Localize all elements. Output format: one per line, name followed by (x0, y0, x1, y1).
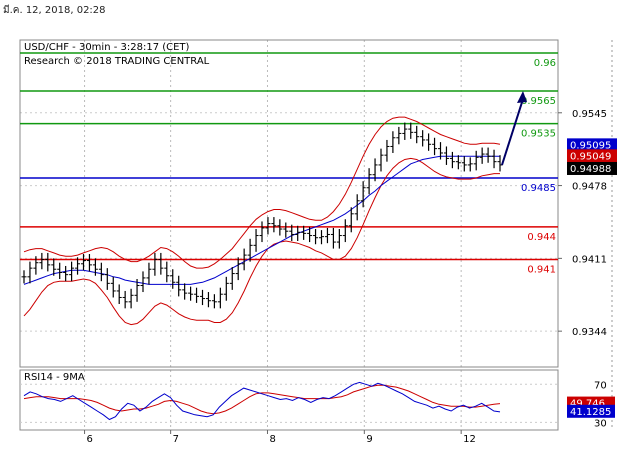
chart-title: USD/CHF - 30min - 3:28:17 (CET) (24, 42, 190, 53)
price-tag (567, 138, 617, 152)
level-pivot-label: 0.9485 (521, 183, 556, 194)
chart-copyright: Research © 2018 TRADING CENTRAL (24, 56, 210, 67)
level-resistance-label: 0.9565 (521, 96, 556, 107)
moving-average (23, 155, 500, 285)
price-series (21, 122, 503, 309)
x-axis: 6 7 8 9 12 (84, 430, 476, 445)
y-tick-label: 0.9344 (572, 327, 607, 338)
price-tag-label: 0.95095 (570, 140, 611, 151)
level-resistance-label: 0.96 (534, 58, 556, 69)
price-tag (567, 161, 617, 175)
x-tick-label: 7 (173, 434, 179, 445)
y-tick-label: 0.9545 (572, 109, 607, 120)
grid (20, 40, 558, 430)
price-tag-label: 0.95049 (570, 151, 611, 162)
price-tag-label: 0.94988 (570, 164, 611, 175)
rsi-value-label: 49.746 (570, 399, 605, 410)
forecast-arrow-head (517, 91, 527, 104)
rsi-title: RSI14 - 9MA (24, 372, 85, 383)
rsi-tick-label: 70 (594, 380, 607, 391)
rsi-panel-frame (19, 369, 559, 431)
forecast-arrow-shaft (501, 98, 524, 166)
bollinger-lower-line (23, 157, 500, 326)
moving-average-line (23, 155, 500, 285)
y-tick-label: 0.9411 (572, 254, 607, 265)
price-tag (567, 149, 617, 163)
y-tick-label: 0.9478 (572, 182, 607, 193)
timestamp: มี.ค. 12, 2018, 02:28 (3, 5, 106, 16)
panel-frames (19, 39, 613, 431)
level-support-label: 0.941 (527, 264, 556, 275)
rsi-value-tag (567, 404, 615, 418)
bollinger-upper-line (23, 116, 501, 269)
bollinger-bands (23, 116, 501, 326)
x-tick-label: 9 (366, 434, 372, 445)
levels: 0.96 0.9565 0.9535 0.9485 0.944 0.941 (20, 52, 558, 275)
x-tick-label: 6 (87, 434, 93, 445)
main-panel-frame (19, 39, 559, 368)
level-support-label: 0.944 (527, 232, 556, 243)
rsi-value-label: 41.1285 (570, 407, 611, 418)
forecast-arrow (501, 91, 527, 166)
x-tick-label: 12 (463, 434, 476, 445)
rsi-line (23, 381, 501, 421)
x-tick-label: 8 (269, 434, 275, 445)
y-axis: 0.9545 0.9478 0.9411 0.9344 (558, 109, 607, 338)
level-resistance-label: 0.9535 (521, 129, 556, 140)
rsi-tick-label: 30 (594, 418, 607, 429)
rsi-signal-line (23, 384, 501, 415)
